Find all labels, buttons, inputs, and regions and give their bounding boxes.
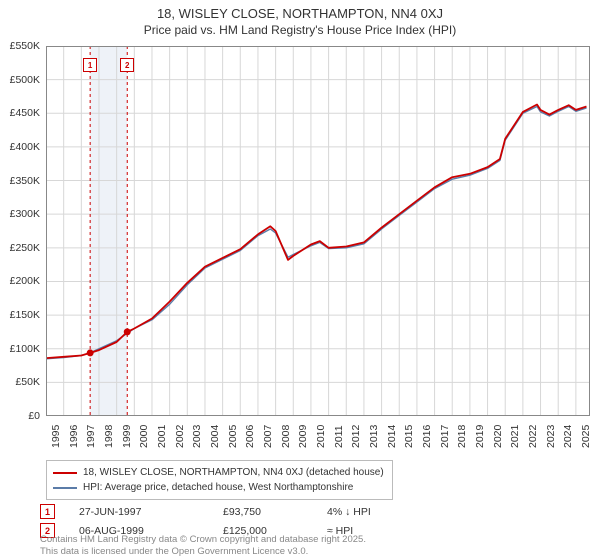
x-tick: 2011 <box>333 425 345 448</box>
x-tick: 1995 <box>50 425 62 448</box>
y-tick: £150K <box>10 309 40 321</box>
x-tick: 2012 <box>350 425 362 448</box>
x-tick: 2015 <box>403 425 415 448</box>
x-tick: 2024 <box>562 425 574 448</box>
sale-date: 27-JUN-1997 <box>79 506 199 518</box>
chart-subtitle: Price paid vs. HM Land Registry's House … <box>0 23 600 37</box>
y-tick: £500K <box>10 74 40 86</box>
legend-swatch <box>53 487 77 489</box>
attribution: Contains HM Land Registry data © Crown c… <box>40 534 366 558</box>
x-tick: 2022 <box>527 425 539 448</box>
x-tick: 2001 <box>156 425 168 448</box>
legend-item: HPI: Average price, detached house, West… <box>53 480 384 495</box>
x-tick: 2025 <box>580 425 592 448</box>
x-tick: 1997 <box>85 425 97 448</box>
sale-price: £93,750 <box>223 506 303 518</box>
x-tick: 2019 <box>474 425 486 448</box>
x-tick: 2005 <box>227 425 239 448</box>
x-tick: 2021 <box>509 425 521 448</box>
legend-item: 18, WISLEY CLOSE, NORTHAMPTON, NN4 0XJ (… <box>53 465 384 480</box>
x-tick: 1996 <box>68 425 80 448</box>
x-tick: 2000 <box>138 425 150 448</box>
x-tick: 2007 <box>262 425 274 448</box>
x-tick: 2010 <box>315 425 327 448</box>
x-tick: 2023 <box>545 425 557 448</box>
x-tick: 2020 <box>492 425 504 448</box>
y-tick: £50K <box>15 376 40 388</box>
y-tick: £0 <box>28 410 40 422</box>
sale-hpi: 4% ↓ HPI <box>327 506 427 518</box>
sale-row: 1 27-JUN-1997 £93,750 4% ↓ HPI <box>40 504 580 519</box>
legend-label: HPI: Average price, detached house, West… <box>83 480 353 495</box>
x-tick: 1998 <box>103 425 115 448</box>
x-tick: 2014 <box>386 425 398 448</box>
x-tick: 2006 <box>244 425 256 448</box>
y-axis: £0£50K£100K£150K£200K£250K£300K£350K£400… <box>0 46 44 416</box>
y-tick: £200K <box>10 275 40 287</box>
x-tick: 2018 <box>456 425 468 448</box>
y-tick: £350K <box>10 175 40 187</box>
x-tick: 2016 <box>421 425 433 448</box>
y-tick: £450K <box>10 107 40 119</box>
attribution-line: This data is licensed under the Open Gov… <box>40 546 366 558</box>
legend: 18, WISLEY CLOSE, NORTHAMPTON, NN4 0XJ (… <box>46 460 393 500</box>
sale-marker-2: 2 <box>120 58 134 72</box>
legend-label: 18, WISLEY CLOSE, NORTHAMPTON, NN4 0XJ (… <box>83 465 384 480</box>
x-tick: 1999 <box>121 425 133 448</box>
legend-swatch <box>53 472 77 474</box>
chart-title: 18, WISLEY CLOSE, NORTHAMPTON, NN4 0XJ <box>0 6 600 21</box>
y-tick: £300K <box>10 208 40 220</box>
attribution-line: Contains HM Land Registry data © Crown c… <box>40 534 366 546</box>
x-tick: 2004 <box>209 425 221 448</box>
plot-area: 12 <box>46 46 590 416</box>
x-axis: 1995 1996 1997 1998 1999 2000 2001 2002 2003 2004… <box>46 418 590 458</box>
y-tick: £100K <box>10 343 40 355</box>
y-tick: £400K <box>10 141 40 153</box>
x-tick: 2008 <box>280 425 292 448</box>
x-tick: 2003 <box>191 425 203 448</box>
chart-container: 18, WISLEY CLOSE, NORTHAMPTON, NN4 0XJ P… <box>0 0 600 560</box>
title-block: 18, WISLEY CLOSE, NORTHAMPTON, NN4 0XJ P… <box>0 0 600 37</box>
x-tick: 2013 <box>368 425 380 448</box>
x-tick: 2009 <box>297 425 309 448</box>
sale-marker: 1 <box>40 504 55 519</box>
x-tick: 2002 <box>174 425 186 448</box>
sale-marker-1: 1 <box>83 58 97 72</box>
chart-svg <box>46 46 590 416</box>
y-tick: £550K <box>10 40 40 52</box>
x-tick: 2017 <box>439 425 451 448</box>
y-tick: £250K <box>10 242 40 254</box>
